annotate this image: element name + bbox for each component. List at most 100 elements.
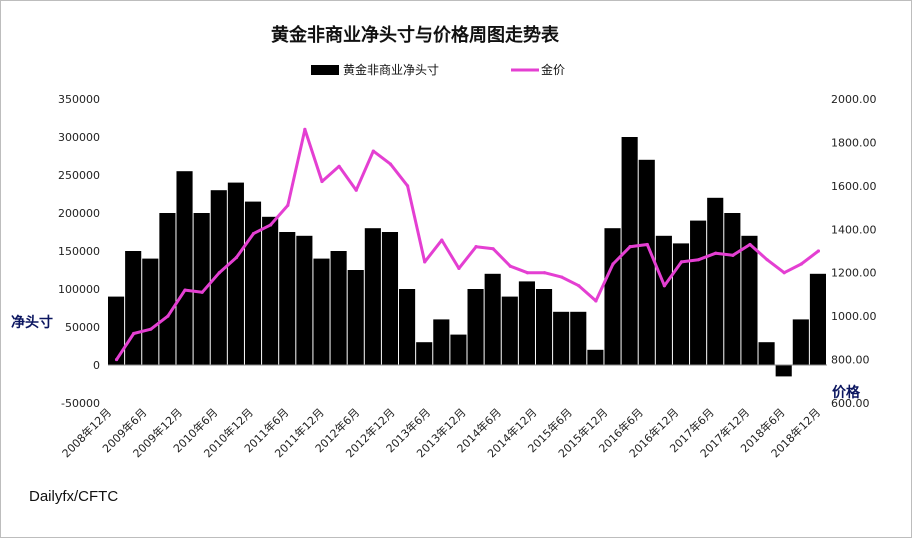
gold-price-point: [388, 162, 393, 166]
net-position-bar: [484, 273, 501, 365]
gold-price-point: [491, 247, 495, 251]
left-tick-label: 100000: [58, 283, 100, 296]
gold-price-point: [645, 242, 649, 247]
left-tick-label: 200000: [58, 207, 100, 220]
left-tick-label: 300000: [58, 131, 100, 144]
left-axis-label: 净头寸: [11, 314, 53, 331]
gold-price-point: [799, 262, 803, 266]
right-axis-label: 价格: [832, 384, 861, 401]
gold-price-point: [577, 284, 581, 288]
gold-price-point: [525, 271, 530, 275]
right-tick-label: 1200.00: [831, 267, 877, 280]
gold-price-point: [149, 327, 153, 331]
net-position-bar: [690, 220, 707, 365]
gold-price-point: [628, 245, 632, 249]
right-tick-label: 800.00: [831, 354, 870, 367]
net-position-bar: [108, 296, 125, 365]
net-position-bars: [108, 137, 826, 377]
net-position-bar: [604, 228, 621, 365]
net-position-bar: [381, 232, 399, 365]
gold-price-point: [337, 164, 341, 168]
gold-price-point: [679, 260, 684, 264]
gold-price-point: [748, 242, 752, 247]
gold-price-point: [286, 203, 290, 207]
net-position-bar: [433, 319, 450, 365]
left-tick-label: 150000: [58, 245, 100, 258]
left-tick-label: 350000: [58, 93, 100, 106]
gold-price-point: [269, 223, 273, 227]
right-tick-label: 600.00: [831, 397, 870, 410]
net-position-bar: [193, 213, 210, 365]
gold-price-point: [560, 275, 564, 279]
net-position-bar: [176, 171, 193, 365]
net-position-bar: [553, 311, 570, 365]
gold-price-point: [697, 258, 701, 262]
gold-price-point: [320, 179, 324, 184]
net-position-bar: [621, 137, 638, 365]
right-tick-label: 1600.00: [831, 180, 877, 193]
net-position-bar: [518, 281, 535, 365]
gold-price-point: [474, 245, 478, 249]
left-axis-ticks: 350000 300000 250000 200000 150000 100000 5000…: [58, 93, 100, 410]
net-position-bar: [587, 349, 604, 365]
net-position-bar: [313, 258, 330, 365]
gold-price-line: [115, 127, 820, 361]
net-position-bar: [296, 235, 313, 365]
net-position-bar: [347, 270, 364, 365]
right-tick-label: 1800.00: [831, 136, 877, 149]
net-position-bar: [535, 289, 553, 365]
gold-price-point: [594, 299, 598, 303]
net-position-bar: [364, 228, 381, 365]
net-position-bar: [775, 365, 792, 377]
net-position-bar: [399, 289, 416, 365]
gold-price-point: [611, 262, 615, 266]
left-tick-label: 0: [93, 359, 100, 372]
x-axis-ticks: 2008年12月2009年6月2009年12月2010年6月2010年12月20…: [59, 405, 823, 460]
gold-price-point: [423, 260, 427, 264]
legend-label-net-position: 黄金非商业净头寸: [343, 62, 439, 77]
gold-price-point: [354, 188, 358, 192]
gold-price-point: [371, 149, 375, 153]
gold-price-point: [405, 184, 410, 188]
gold-price-point: [217, 271, 221, 275]
net-position-bar: [467, 289, 484, 365]
right-axis-ticks: 2000.00 1800.00 1600.00 1400.00 1200.00 1000.…: [831, 93, 877, 410]
net-position-bar: [227, 182, 244, 365]
gold-price-point: [816, 249, 821, 253]
net-position-bar: [330, 251, 347, 365]
gold-price-point: [166, 314, 170, 318]
left-tick-label: 250000: [58, 169, 100, 182]
net-position-bar: [262, 216, 279, 365]
net-position-bar: [244, 201, 262, 365]
gold-price-point: [662, 284, 666, 288]
gold-price-point: [731, 253, 735, 257]
net-position-bar: [638, 159, 655, 365]
gold-price-point: [303, 127, 307, 131]
right-tick-label: 1000.00: [831, 310, 877, 323]
gold-price-point: [200, 290, 204, 294]
net-position-bar: [416, 342, 433, 365]
net-position-bar: [501, 296, 518, 365]
net-position-bar: [758, 342, 775, 365]
legend: 黄金非商业净头寸 金价: [311, 62, 565, 77]
net-position-bar: [279, 232, 296, 365]
net-position-bar: [570, 311, 587, 365]
net-position-bar: [741, 235, 758, 365]
net-position-bar: [672, 243, 690, 365]
chart-title: 黄金非商业净头寸与价格周图走势表: [271, 24, 560, 46]
net-position-bar: [159, 213, 176, 365]
gold-price-point: [782, 271, 786, 275]
net-position-bar: [142, 258, 159, 365]
net-position-bar: [125, 251, 142, 365]
left-tick-label: 50000: [65, 321, 100, 334]
gold-price-points: [114, 127, 821, 362]
gold-price-point: [251, 232, 256, 236]
gold-price-point: [457, 266, 461, 270]
gold-price-point: [765, 258, 769, 262]
left-tick-label: -50000: [61, 397, 100, 410]
right-tick-label: 2000.00: [831, 93, 877, 106]
legend-label-gold-price: 金价: [541, 62, 565, 77]
net-position-bar: [792, 319, 809, 365]
gold-price-point: [234, 255, 238, 260]
